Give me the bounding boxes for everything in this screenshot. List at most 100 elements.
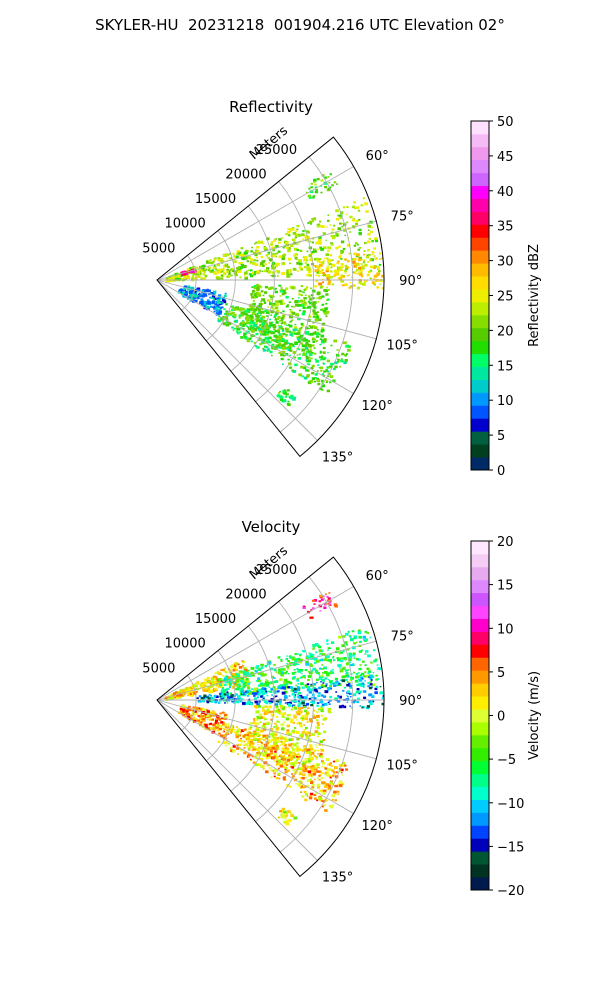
- echo-cells: [314, 179, 324, 186]
- echo-cells: [180, 704, 225, 730]
- colorbar-swatch: [471, 734, 489, 749]
- azimuth-spoke: [156, 279, 318, 441]
- reflectivity-panel: Reflectivity500010000150002000025000Mete…: [142, 98, 542, 479]
- azimuth-tick-label: 75°: [391, 629, 414, 644]
- colorbar-swatch: [471, 159, 489, 174]
- range-ring: [206, 230, 236, 342]
- echo-cells: [318, 260, 362, 286]
- colorbar-swatch: [471, 631, 489, 645]
- echo-cells: [217, 306, 351, 383]
- colorbar-tick-label: 10: [497, 622, 514, 637]
- range-tick-label: 25000: [256, 143, 297, 158]
- colorbar-swatch: [471, 172, 489, 187]
- echo-cells: [305, 174, 337, 198]
- range-ring: [230, 625, 275, 792]
- colorbar-tick-label: 45: [497, 150, 514, 165]
- echo-southeast-band: [217, 303, 351, 393]
- echo-south-southeast-echoes: [177, 704, 229, 735]
- colorbar-swatch: [471, 579, 489, 594]
- colorbar-swatch: [471, 553, 489, 568]
- range-tick-label: 10000: [164, 217, 205, 232]
- azimuth-spoke: [156, 279, 377, 340]
- echo-cells: [217, 305, 347, 380]
- range-ring: [181, 675, 197, 731]
- azimuth-tick-label: 90°: [399, 694, 422, 709]
- colorbar-swatch: [471, 418, 489, 432]
- echo-field: [165, 173, 385, 407]
- echo-cells: [242, 285, 328, 356]
- colorbar-swatch: [471, 773, 489, 787]
- range-tick-label: 5000: [142, 241, 175, 256]
- azimuth-tick-label: 120°: [362, 399, 393, 414]
- echo-cells: [284, 811, 298, 820]
- colorbar-swatch: [471, 657, 489, 671]
- echo-cells: [319, 594, 323, 598]
- colorbar-label: Reflectivity dBZ: [527, 244, 542, 347]
- colorbar-swatch: [471, 237, 489, 251]
- echo-cells: [307, 610, 314, 619]
- colorbar-swatch: [471, 276, 489, 290]
- colorbar-tick-label: 10: [497, 394, 514, 409]
- colorbar-swatch: [471, 353, 489, 367]
- colorbar-tick-label: −10: [497, 797, 524, 812]
- colorbar-swatch: [471, 812, 489, 826]
- echo-cells: [303, 596, 332, 611]
- colorbar-swatch: [471, 224, 489, 238]
- colorbar: −20 −15 −10 −5 0 5 10 15 20 Velocity (m/s): [470, 535, 542, 899]
- range-tick-label: 10000: [164, 637, 205, 652]
- colorbar-swatch: [471, 696, 489, 710]
- colorbar-tick-label: −20: [497, 884, 524, 899]
- echo-south-southeast-echoes: [177, 285, 227, 316]
- echo-cells: [243, 705, 331, 776]
- colorbar-swatch: [471, 864, 489, 878]
- colorbar-swatch: [471, 444, 489, 458]
- range-tick-label: 15000: [195, 192, 236, 207]
- echo-far-south-echo: [276, 389, 297, 407]
- azimuth-spoke: [156, 220, 377, 281]
- colorbar-tick-label: 30: [497, 255, 514, 270]
- colorbar-swatch: [471, 760, 489, 775]
- colorbar-swatch: [471, 541, 489, 555]
- colorbar-swatch: [471, 457, 489, 471]
- colorbar-swatch: [471, 721, 489, 736]
- colorbar-swatch: [471, 314, 489, 329]
- colorbar-tick-label: 50: [497, 115, 514, 130]
- echo-cells: [278, 810, 288, 824]
- sector-frame: [156, 136, 385, 458]
- azimuth-spoke: [156, 699, 377, 760]
- colorbar-swatch: [471, 709, 489, 723]
- range-ring: [230, 205, 275, 372]
- echo-cells: [180, 269, 196, 276]
- colorbar-tick-label: 20: [497, 324, 514, 339]
- panel-title: Reflectivity: [229, 98, 313, 116]
- echo-northeast-band: [217, 629, 381, 699]
- colorbar-swatch: [471, 198, 489, 212]
- sector-frame: [156, 556, 385, 878]
- colorbar-swatch: [471, 747, 489, 762]
- colorbar-swatch: [471, 431, 489, 445]
- colorbar-swatch: [471, 366, 489, 380]
- azimuth-spoke: [156, 166, 354, 281]
- azimuth-tick-label: 75°: [391, 209, 414, 224]
- colorbar-swatch: [471, 683, 489, 697]
- colorbar-tick-label: −15: [497, 840, 524, 855]
- colorbar: 0 5 10 15 20 25 30 35 40 45 50 Reflectivity dBZ: [470, 115, 542, 479]
- colorbar-swatch: [471, 211, 489, 225]
- echo-northeast-band: [165, 197, 382, 283]
- colorbar-tick-label: 15: [497, 359, 514, 374]
- colorbar-swatch: [471, 592, 489, 607]
- colorbar-swatch: [471, 392, 489, 406]
- colorbar-swatch: [471, 838, 489, 852]
- azimuth-tick-label: 135°: [322, 451, 353, 466]
- echo-cells: [302, 595, 332, 612]
- colorbar-tick-label: 25: [497, 290, 514, 305]
- range-tick-label: 15000: [195, 612, 236, 627]
- azimuth-tick-label: 105°: [387, 339, 418, 354]
- echo-cells: [276, 390, 296, 402]
- azimuth-spoke: [156, 699, 318, 861]
- range-ring: [255, 601, 314, 823]
- echo-cells: [313, 598, 327, 609]
- colorbar-label: Velocity (m/s): [527, 671, 542, 760]
- colorbar-swatch: [471, 250, 489, 264]
- range-ring: [206, 650, 236, 762]
